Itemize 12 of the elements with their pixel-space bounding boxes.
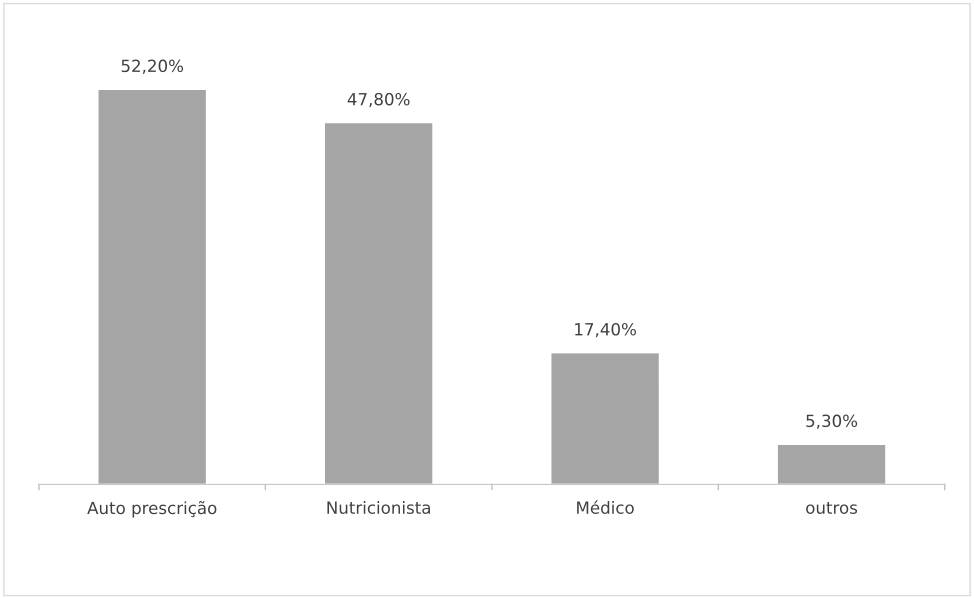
x-tick-label: outros	[806, 502, 858, 514]
bar	[324, 122, 434, 484]
bar	[776, 444, 887, 484]
bar	[550, 352, 660, 484]
data-label: 5,30%	[806, 414, 858, 429]
x-tick-label: Nutricionista	[327, 501, 430, 514]
x-tick-label: Auto prescrição	[87, 501, 216, 518]
x-tick-label: Médico	[577, 500, 634, 514]
data-label: 47,80%	[348, 92, 410, 108]
data-label: 52,20%	[122, 60, 184, 74]
bar	[97, 88, 208, 484]
data-label: 17,40%	[575, 322, 636, 338]
